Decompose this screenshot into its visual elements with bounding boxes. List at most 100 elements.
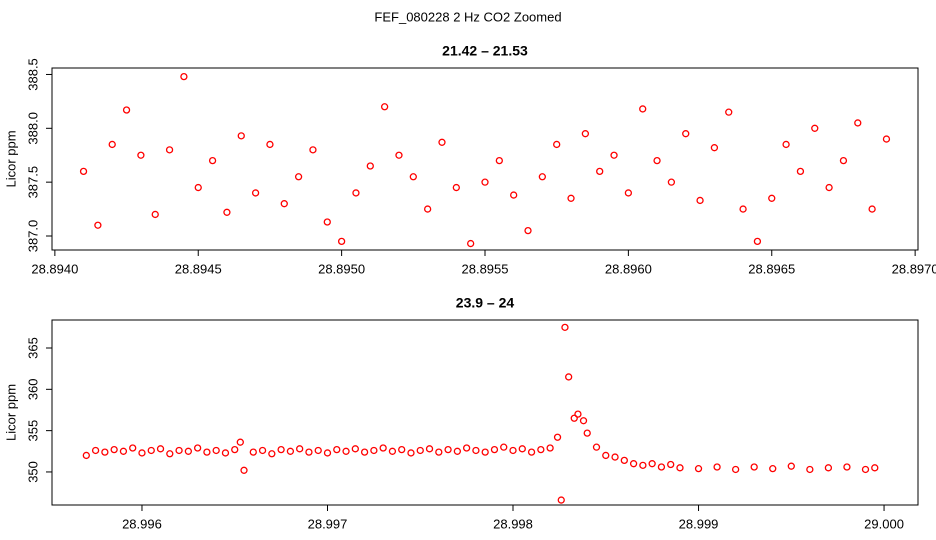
point [537,445,545,454]
x-tick-label: 28.8970 [892,261,936,276]
point [574,410,582,418]
point [231,445,239,454]
point [713,463,721,471]
point [416,446,424,455]
point [194,183,202,192]
x-tick-label: 28.8965 [748,261,795,276]
point [871,464,879,472]
point [79,167,88,176]
point [676,464,684,472]
point [379,444,387,452]
point [395,151,403,159]
x-tick-label: 28.8940 [31,261,78,276]
point [305,448,313,456]
point [108,140,116,149]
point [769,464,777,473]
point [510,191,518,199]
point [825,183,833,192]
point [602,451,610,460]
point [138,449,146,457]
y-axis-label: Licor ppm [3,130,18,187]
point [561,323,569,332]
point [425,445,434,453]
point [596,167,604,176]
point [527,448,536,456]
point [237,132,245,140]
x-tick-label: 28.8955 [462,261,509,276]
point [193,444,202,452]
point [639,461,647,469]
x-tick-label: 28.8945 [175,261,222,276]
point [565,373,573,381]
point [323,449,332,457]
point [151,210,159,219]
x-tick-label: 28.999 [679,516,719,531]
point [557,496,565,504]
point [567,194,575,202]
point [309,146,317,154]
y-tick-label: 360 [25,378,40,400]
point [682,130,690,138]
point [509,446,517,455]
x-tick-label: 28.996 [122,516,162,531]
x-tick-label: 28.8960 [605,261,652,276]
point [294,173,303,181]
point [82,451,90,460]
point [251,189,260,197]
point [839,156,848,165]
point [452,183,460,192]
y-tick-label: 355 [25,420,40,442]
point [212,446,220,455]
point [694,464,703,473]
point [696,196,704,205]
point [380,103,389,111]
point [653,156,661,165]
point [333,445,341,454]
point [806,465,814,474]
y-tick-label: 388.0 [25,112,40,145]
point [882,135,891,143]
point [165,146,174,154]
point [787,462,795,470]
point [101,448,109,456]
point [667,178,676,186]
point [581,130,590,138]
point [453,447,462,455]
y-tick-label: 388.5 [25,58,40,91]
point [500,443,508,451]
point [409,173,417,181]
point [240,466,248,474]
point [843,463,851,471]
point [583,429,591,437]
point [180,72,188,81]
point [481,178,489,186]
main-title: FEF_080228 2 Hz CO2 Zoomed [374,9,561,24]
y-tick-label: 350 [25,461,40,483]
point [811,124,819,132]
x-tick-label: 28.998 [493,516,533,531]
point [175,446,183,455]
point [854,119,862,127]
point [236,438,244,446]
point [570,414,578,422]
point [467,239,475,248]
x-tick-label: 28.997 [308,516,348,531]
point [137,151,145,159]
point [611,453,619,461]
point [423,205,432,213]
point [462,444,471,452]
point [553,433,562,441]
point [579,417,588,425]
point [286,447,295,455]
point [147,446,155,455]
point [782,140,790,149]
point [110,445,118,454]
point [94,221,102,229]
point [91,446,100,455]
point [129,444,137,452]
point [203,448,211,456]
point [258,446,267,455]
point [768,194,776,202]
point [444,445,452,454]
